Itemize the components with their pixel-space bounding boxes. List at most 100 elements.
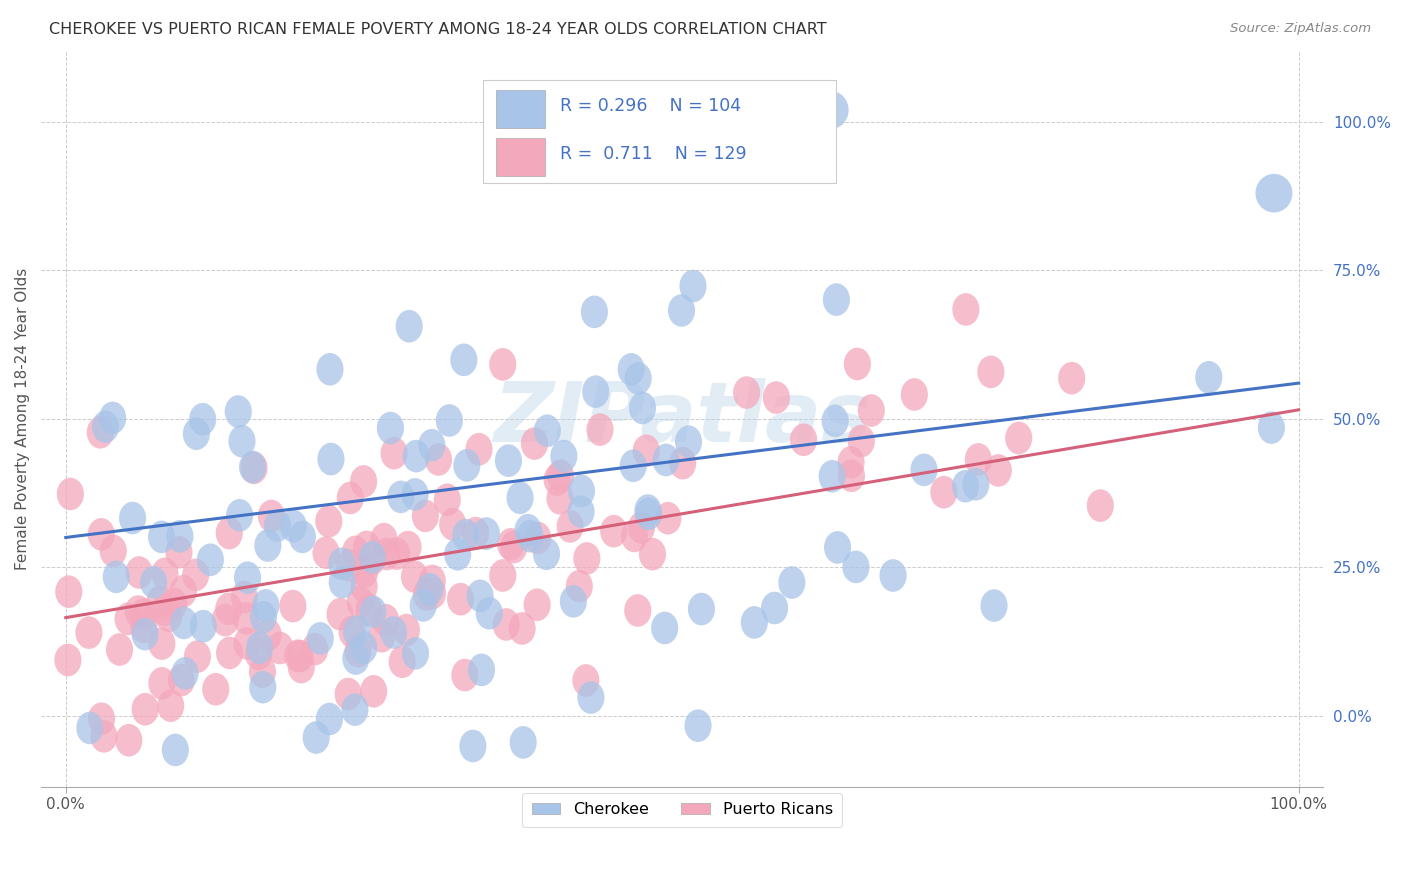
Ellipse shape bbox=[148, 627, 176, 660]
Ellipse shape bbox=[132, 618, 159, 650]
Ellipse shape bbox=[240, 451, 267, 484]
Text: Source: ZipAtlas.com: Source: ZipAtlas.com bbox=[1230, 22, 1371, 36]
Ellipse shape bbox=[402, 637, 429, 670]
Ellipse shape bbox=[155, 599, 183, 632]
Ellipse shape bbox=[451, 659, 478, 691]
Y-axis label: Female Poverty Among 18-24 Year Olds: Female Poverty Among 18-24 Year Olds bbox=[15, 268, 30, 570]
Ellipse shape bbox=[818, 460, 845, 492]
Ellipse shape bbox=[254, 618, 281, 651]
Ellipse shape bbox=[360, 675, 387, 707]
Ellipse shape bbox=[350, 632, 377, 665]
Ellipse shape bbox=[249, 671, 277, 704]
Ellipse shape bbox=[316, 353, 343, 385]
Ellipse shape bbox=[90, 720, 118, 753]
Ellipse shape bbox=[395, 531, 422, 564]
Ellipse shape bbox=[382, 537, 411, 570]
Ellipse shape bbox=[654, 502, 682, 534]
Ellipse shape bbox=[848, 425, 875, 458]
Ellipse shape bbox=[170, 607, 197, 640]
Ellipse shape bbox=[233, 602, 260, 635]
Ellipse shape bbox=[844, 348, 870, 380]
Ellipse shape bbox=[120, 501, 146, 534]
Ellipse shape bbox=[264, 509, 291, 541]
Ellipse shape bbox=[498, 528, 524, 561]
Ellipse shape bbox=[132, 693, 159, 725]
Ellipse shape bbox=[152, 593, 179, 626]
Ellipse shape bbox=[763, 381, 790, 414]
Ellipse shape bbox=[249, 656, 276, 688]
Ellipse shape bbox=[547, 459, 574, 492]
Ellipse shape bbox=[328, 548, 356, 580]
Ellipse shape bbox=[353, 531, 380, 563]
Ellipse shape bbox=[489, 348, 516, 381]
Ellipse shape bbox=[572, 665, 599, 697]
Ellipse shape bbox=[392, 614, 420, 647]
Ellipse shape bbox=[215, 592, 242, 625]
Ellipse shape bbox=[621, 520, 648, 552]
Ellipse shape bbox=[254, 529, 281, 562]
Ellipse shape bbox=[148, 667, 176, 699]
Ellipse shape bbox=[624, 594, 651, 627]
Ellipse shape bbox=[202, 673, 229, 706]
Ellipse shape bbox=[329, 566, 356, 599]
Ellipse shape bbox=[506, 482, 534, 514]
Ellipse shape bbox=[1059, 362, 1085, 394]
Ellipse shape bbox=[115, 724, 142, 756]
Text: ZIPatlas: ZIPatlas bbox=[494, 378, 872, 459]
Ellipse shape bbox=[157, 690, 184, 722]
Ellipse shape bbox=[617, 353, 645, 385]
Ellipse shape bbox=[288, 521, 316, 553]
Ellipse shape bbox=[288, 651, 315, 683]
Ellipse shape bbox=[565, 570, 593, 602]
Ellipse shape bbox=[419, 565, 446, 598]
Ellipse shape bbox=[634, 494, 661, 527]
Ellipse shape bbox=[360, 596, 387, 628]
Ellipse shape bbox=[87, 518, 115, 550]
Ellipse shape bbox=[842, 550, 869, 583]
Ellipse shape bbox=[131, 599, 157, 631]
Ellipse shape bbox=[931, 476, 957, 508]
Ellipse shape bbox=[581, 295, 607, 328]
Ellipse shape bbox=[433, 483, 461, 516]
Ellipse shape bbox=[188, 403, 217, 435]
Ellipse shape bbox=[534, 415, 561, 447]
Ellipse shape bbox=[578, 681, 605, 714]
Ellipse shape bbox=[463, 516, 489, 549]
Ellipse shape bbox=[217, 637, 243, 669]
FancyBboxPatch shape bbox=[484, 80, 837, 183]
Ellipse shape bbox=[342, 535, 370, 568]
Ellipse shape bbox=[312, 536, 340, 569]
Ellipse shape bbox=[387, 481, 415, 513]
Ellipse shape bbox=[318, 442, 344, 475]
Ellipse shape bbox=[131, 611, 157, 643]
Ellipse shape bbox=[183, 558, 209, 591]
Ellipse shape bbox=[401, 560, 427, 593]
Ellipse shape bbox=[492, 608, 520, 640]
Ellipse shape bbox=[280, 590, 307, 623]
Ellipse shape bbox=[574, 542, 600, 574]
Ellipse shape bbox=[965, 443, 991, 475]
Ellipse shape bbox=[675, 425, 702, 458]
Ellipse shape bbox=[413, 578, 440, 611]
Ellipse shape bbox=[316, 703, 343, 735]
Ellipse shape bbox=[880, 559, 907, 591]
Ellipse shape bbox=[184, 640, 211, 673]
Ellipse shape bbox=[233, 561, 262, 594]
Ellipse shape bbox=[416, 573, 443, 606]
Ellipse shape bbox=[228, 425, 256, 458]
Ellipse shape bbox=[952, 293, 980, 326]
Ellipse shape bbox=[419, 577, 446, 609]
Ellipse shape bbox=[160, 588, 187, 620]
Ellipse shape bbox=[166, 520, 194, 553]
Ellipse shape bbox=[56, 477, 84, 510]
Ellipse shape bbox=[287, 640, 314, 673]
Ellipse shape bbox=[335, 678, 361, 710]
Ellipse shape bbox=[352, 555, 378, 588]
Ellipse shape bbox=[170, 574, 197, 607]
Ellipse shape bbox=[172, 657, 198, 690]
Text: R =  0.711    N = 129: R = 0.711 N = 129 bbox=[561, 145, 747, 163]
Ellipse shape bbox=[359, 541, 385, 574]
Ellipse shape bbox=[141, 566, 167, 599]
Ellipse shape bbox=[509, 612, 536, 645]
Ellipse shape bbox=[823, 284, 851, 316]
